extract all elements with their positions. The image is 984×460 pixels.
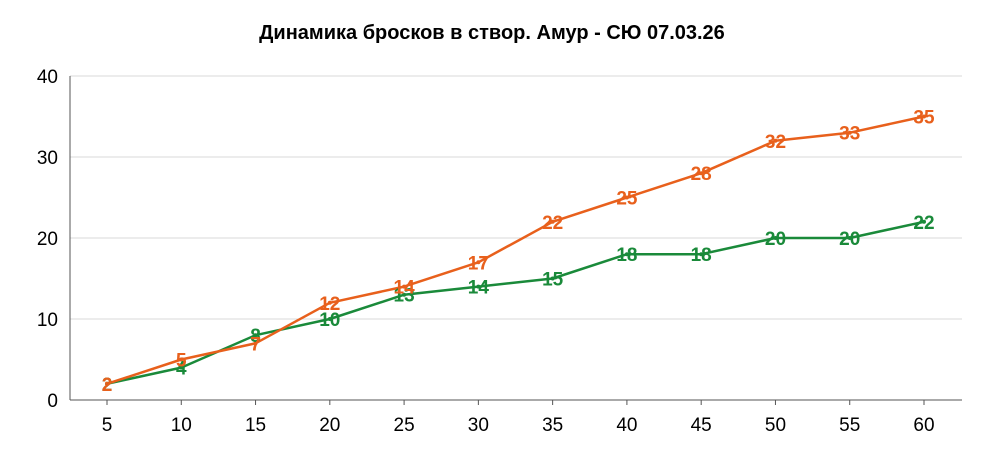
data-point (847, 236, 852, 240)
data-point (402, 292, 407, 297)
x-tick-label: 50 (765, 415, 786, 436)
data-label: 20 (765, 229, 786, 250)
data-label: 8 (250, 326, 261, 347)
y-tick-label: 0 (47, 391, 58, 412)
data-point (624, 252, 629, 257)
series-line-1 (106, 220, 925, 386)
x-tick-label: 10 (171, 415, 192, 436)
data-point (179, 365, 184, 370)
x-tick-label: 40 (616, 415, 637, 436)
data-point (847, 130, 852, 135)
data-label: 13 (394, 286, 415, 307)
data-point (550, 219, 555, 224)
data-label: 33 (839, 124, 860, 145)
data-point (699, 171, 704, 176)
x-tick-label: 15 (245, 415, 266, 436)
data-point (922, 114, 926, 119)
data-label: 14 (468, 278, 490, 299)
data-label: 4 (176, 359, 187, 380)
data-label: 15 (542, 270, 564, 291)
chart-title: Динамика бросков в створ. Амур - СЮ 07.0… (259, 22, 725, 44)
data-label: 32 (765, 132, 786, 153)
y-tick-label: 20 (37, 229, 58, 250)
x-tick-label: 45 (691, 415, 712, 436)
data-point (327, 317, 332, 321)
data-point (105, 381, 109, 386)
data-point (550, 276, 555, 281)
data-point (476, 284, 481, 289)
x-tick-label: 30 (468, 415, 489, 436)
data-label: 2 (102, 375, 113, 396)
data-point (773, 138, 778, 143)
data-label: 17 (468, 253, 489, 274)
data-label: 25 (616, 189, 638, 210)
data-point (253, 333, 258, 338)
data-label: 12 (319, 294, 340, 315)
series-line-2 (106, 115, 925, 385)
x-tick-label: 55 (839, 415, 860, 436)
data-label: 18 (616, 245, 637, 266)
data-label: 14 (394, 278, 416, 299)
data-label: 5 (176, 351, 187, 372)
x-tick-label: 5 (102, 415, 113, 436)
data-label: 28 (691, 164, 712, 185)
x-tick-label: 25 (394, 415, 415, 436)
data-point (773, 236, 778, 240)
x-tick-label: 20 (319, 415, 340, 436)
y-tick-label: 40 (37, 67, 58, 88)
x-tick-label: 35 (542, 415, 563, 436)
data-label: 7 (250, 334, 261, 355)
data-point (253, 341, 258, 346)
data-point (476, 260, 481, 265)
data-label: 2 (102, 375, 113, 396)
data-label: 20 (839, 229, 860, 250)
data-point (624, 195, 629, 200)
data-label: 10 (319, 310, 340, 331)
data-label: 18 (691, 245, 712, 266)
data-point (402, 284, 407, 289)
x-tick-label: 60 (913, 415, 934, 436)
y-tick-label: 30 (37, 148, 58, 169)
y-tick-label: 10 (37, 310, 58, 331)
series-layer (105, 114, 926, 386)
data-point (922, 219, 926, 224)
data-label: 22 (913, 213, 934, 234)
data-point (179, 357, 184, 362)
grid-lines (70, 75, 962, 320)
data-point (699, 252, 704, 257)
data-label: 22 (542, 213, 563, 234)
data-label: 35 (913, 108, 935, 129)
data-point (327, 300, 332, 305)
